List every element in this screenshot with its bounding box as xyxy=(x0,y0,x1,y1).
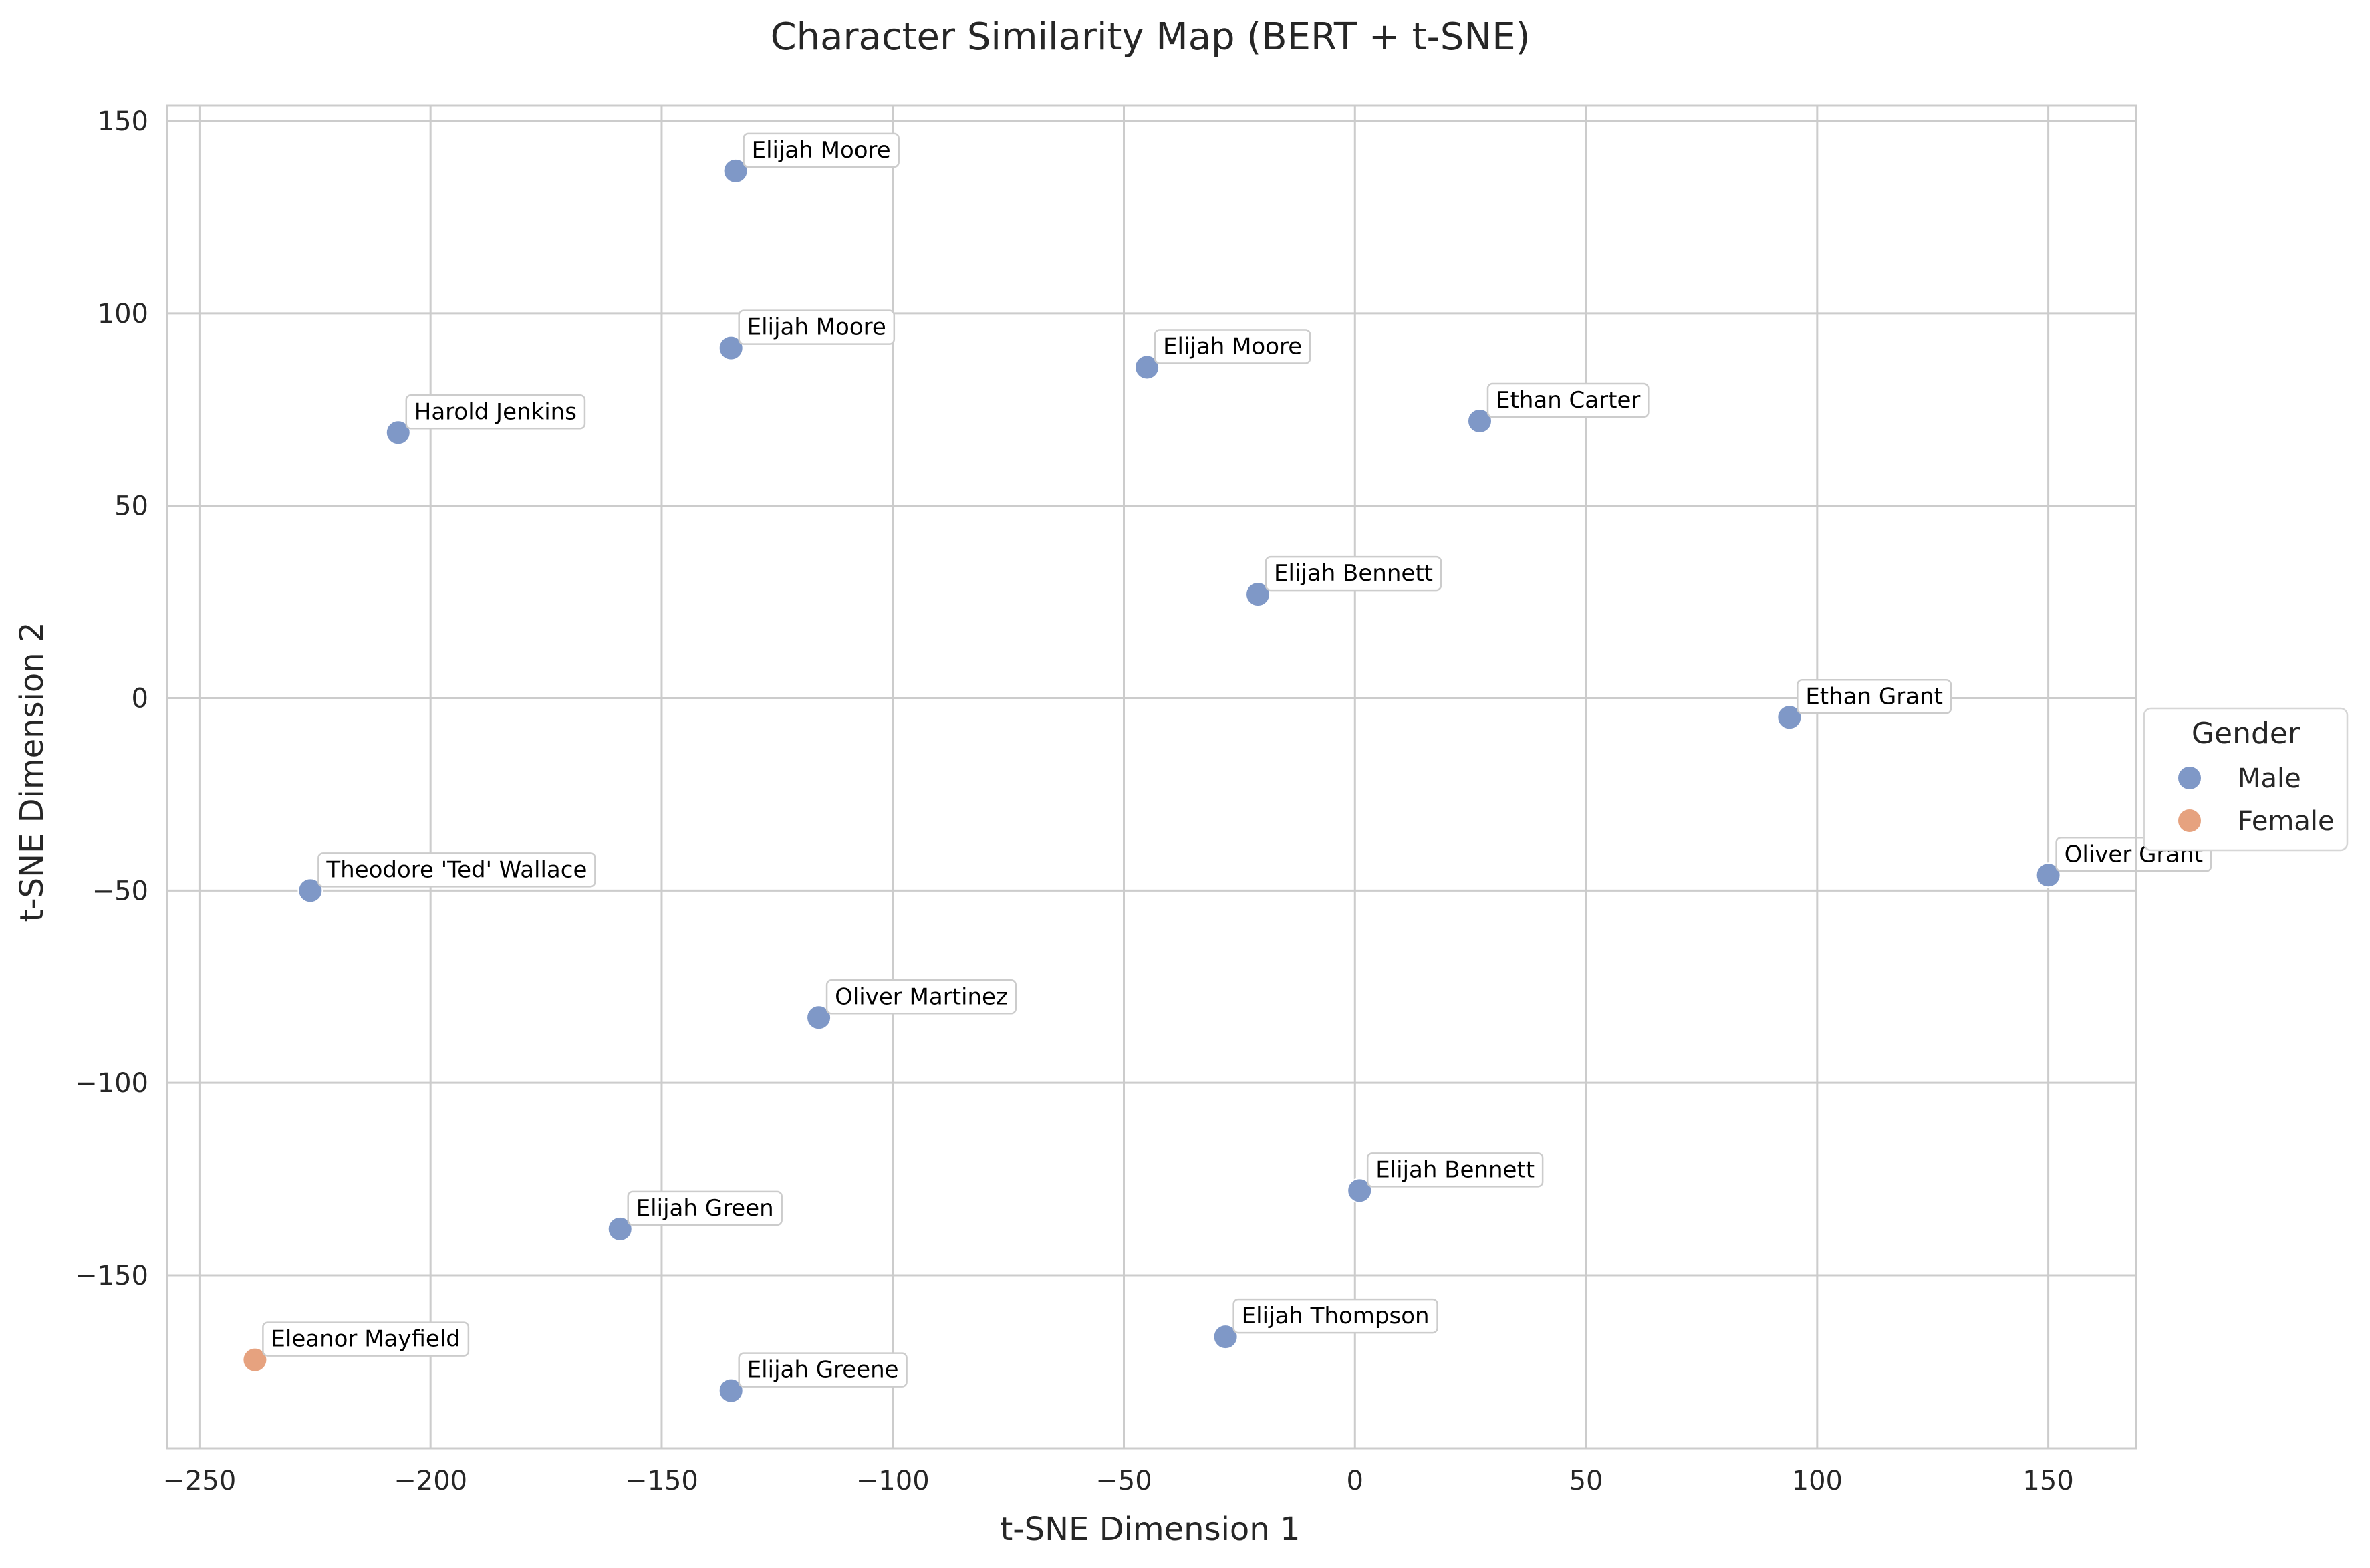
data-point xyxy=(297,878,323,904)
annotation-box xyxy=(1154,329,1311,364)
annotation-box xyxy=(1797,679,1952,714)
x-tick-label: −100 xyxy=(856,1466,930,1496)
data-points xyxy=(242,158,2061,1404)
x-tick-label: −200 xyxy=(394,1466,467,1496)
point-label: Elijah Green xyxy=(636,1195,774,1222)
data-point xyxy=(385,420,411,446)
point-label: Elijah Greene xyxy=(747,1357,899,1384)
legend-label-male: Male xyxy=(2238,763,2301,794)
data-point xyxy=(1134,354,1160,380)
data-point xyxy=(2035,862,2061,888)
legend-marker-female xyxy=(2177,808,2202,833)
point-label: Ethan Grant xyxy=(1805,683,1943,710)
point-label: Ethan Carter xyxy=(1496,387,1640,414)
annotation-box xyxy=(627,1190,783,1226)
data-point xyxy=(607,1216,633,1242)
point-labels: Elijah Moore Elijah Moore Elijah Moore Etha… xyxy=(262,132,2212,1388)
point-annotation: Ethan Grant xyxy=(1797,679,1952,714)
y-tick-label: 0 xyxy=(132,683,148,714)
x-axis-ticks: −250 −200 −150 −100 −50 0 50 100 150 xyxy=(162,1466,2073,1496)
annotation-box xyxy=(1366,1152,1544,1188)
annotation-box xyxy=(317,852,596,888)
plot-frame xyxy=(166,104,2137,1450)
point-annotation: Elijah Green xyxy=(627,1190,783,1226)
chart-title: Character Similarity Map (BERT + t-SNE) xyxy=(771,15,1531,59)
annotation-box xyxy=(1265,555,1442,592)
y-axis-label: t-SNE Dimension 2 xyxy=(13,622,51,922)
annotation-box xyxy=(405,394,586,430)
y-tick-label: −50 xyxy=(92,876,148,906)
point-annotation: Eleanor Mayfield xyxy=(262,1321,470,1357)
x-axis-label: t-SNE Dimension 1 xyxy=(1000,1511,1300,1548)
grid xyxy=(167,106,2136,1448)
data-point xyxy=(718,335,744,361)
annotation-box xyxy=(738,309,896,345)
data-point xyxy=(718,1378,744,1404)
point-label: Elijah Moore xyxy=(752,137,891,164)
y-tick-label: −100 xyxy=(75,1068,148,1099)
legend: Gender Male Female xyxy=(2143,707,2349,852)
data-point xyxy=(1212,1324,1238,1350)
y-tick-label: −150 xyxy=(75,1261,148,1291)
point-label: Eleanor Mayfield xyxy=(271,1326,460,1353)
point-annotation: Ethan Carter xyxy=(1486,382,1650,418)
x-tick-label: −150 xyxy=(625,1466,698,1496)
point-label: Elijah Moore xyxy=(1163,333,1302,360)
x-tick-label: −250 xyxy=(162,1466,236,1496)
x-tick-label: 150 xyxy=(2022,1466,2073,1496)
legend-marker-male xyxy=(2177,765,2202,791)
annotation-box xyxy=(825,979,1017,1015)
annotation-box xyxy=(743,132,900,168)
point-label: Elijah Bennett xyxy=(1274,560,1433,587)
point-label: Elijah Bennett xyxy=(1375,1156,1535,1183)
data-point xyxy=(722,158,749,184)
point-annotation: Elijah Thompson xyxy=(1232,1298,1438,1334)
data-point xyxy=(1245,581,1271,608)
data-point xyxy=(1467,408,1492,434)
y-tick-label: 50 xyxy=(114,491,148,522)
point-annotation: Oliver Martinez xyxy=(825,979,1017,1015)
data-point xyxy=(806,1005,832,1031)
point-label: Elijah Moore xyxy=(747,314,886,341)
legend-title: Gender xyxy=(2192,716,2300,751)
point-annotation: Elijah Moore xyxy=(1154,329,1311,364)
point-label: Harold Jenkins xyxy=(414,398,577,425)
annotation-box xyxy=(1232,1298,1438,1334)
x-tick-label: 50 xyxy=(1569,1466,1603,1496)
annotation-box xyxy=(1486,382,1650,418)
point-annotation: Elijah Greene xyxy=(738,1352,908,1388)
data-point xyxy=(1347,1178,1373,1204)
y-tick-label: 150 xyxy=(98,106,148,137)
point-annotation: Theodore 'Ted' Wallace xyxy=(317,852,596,888)
y-axis-ticks: −150 −100 −50 0 50 100 150 xyxy=(75,106,148,1291)
y-tick-label: 100 xyxy=(98,299,148,330)
point-label: Theodore 'Ted' Wallace xyxy=(325,856,587,883)
point-annotation: Harold Jenkins xyxy=(405,394,586,430)
x-tick-label: 0 xyxy=(1347,1466,1363,1496)
point-label: Elijah Thompson xyxy=(1242,1303,1430,1329)
annotation-box xyxy=(738,1352,908,1388)
point-annotation: Elijah Moore xyxy=(738,309,896,345)
point-annotation: Elijah Moore xyxy=(743,132,900,168)
point-annotation: Elijah Bennett xyxy=(1265,555,1442,592)
point-annotation: Elijah Bennett xyxy=(1366,1152,1544,1188)
legend-label-female: Female xyxy=(2238,806,2335,837)
data-point xyxy=(1776,704,1803,731)
x-tick-label: −50 xyxy=(1095,1466,1152,1496)
annotation-box xyxy=(262,1321,470,1357)
x-tick-label: 100 xyxy=(1792,1466,1843,1496)
point-label: Oliver Martinez xyxy=(835,983,1008,1010)
data-point xyxy=(242,1347,268,1373)
